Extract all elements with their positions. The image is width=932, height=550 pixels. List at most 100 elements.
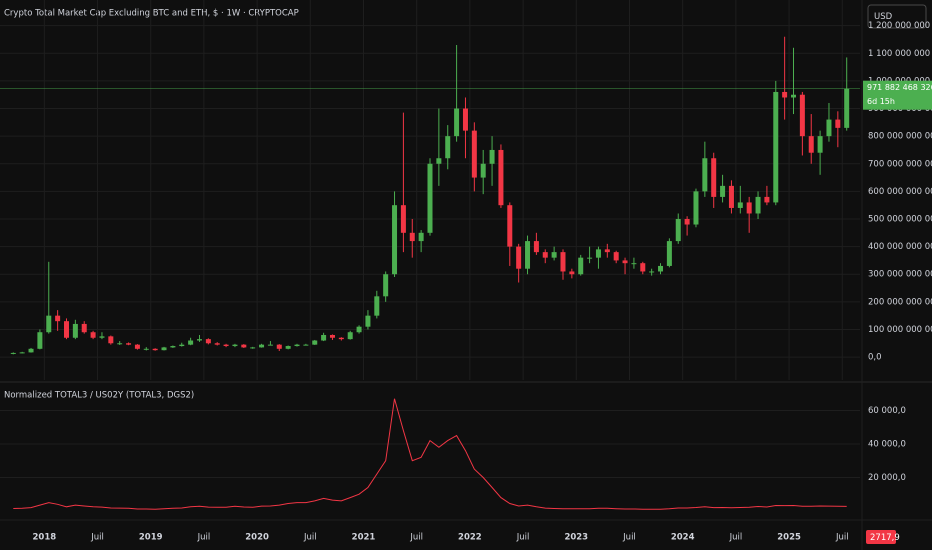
- candle-body: [445, 136, 451, 159]
- countdown-label: 6d 15h: [867, 97, 895, 106]
- candle-body: [702, 158, 708, 192]
- x-tick-label: 2018: [32, 533, 56, 543]
- candle-body: [471, 130, 477, 178]
- candle-body: [126, 343, 132, 345]
- candle-body: [480, 163, 486, 178]
- candle-body: [250, 347, 256, 349]
- candle-body: [63, 321, 69, 338]
- candle-body: [46, 315, 52, 333]
- candle-body: [347, 332, 353, 340]
- candle-body: [817, 136, 823, 153]
- candle-body: [462, 108, 468, 131]
- candle-body: [338, 337, 344, 340]
- candle-body: [454, 108, 460, 137]
- candle-body: [28, 348, 34, 353]
- y-tick-label: 1 200 000 000 000,0: [868, 21, 932, 31]
- x-tick-label: Juil: [516, 533, 530, 543]
- candle-body: [90, 332, 96, 338]
- candle-body: [223, 344, 229, 347]
- candle-body: [720, 185, 726, 197]
- candle-body: [81, 323, 87, 333]
- y-tick-label: 400 000 000 000,0: [868, 242, 932, 252]
- candle-body: [613, 252, 619, 261]
- indicator-line: [13, 398, 847, 510]
- y-tick-label: 60 000,0: [868, 406, 906, 416]
- candle-body: [392, 205, 398, 275]
- candle-body: [791, 94, 797, 98]
- candle-body: [693, 191, 699, 225]
- candle-body: [773, 91, 779, 203]
- y-tick-label: 500 000 000 000,0: [868, 214, 932, 224]
- candle-body: [622, 260, 628, 264]
- candle-body: [117, 343, 123, 345]
- candle-body: [99, 336, 105, 338]
- x-tick-label: Juil: [197, 533, 211, 543]
- indicator-title: Normalized TOTAL3 / US02Y (TOTAL3, DGS2): [4, 391, 194, 401]
- candle-body: [684, 218, 690, 225]
- candle-body: [267, 344, 273, 346]
- candle-body: [196, 339, 202, 341]
- candle-body: [10, 352, 16, 354]
- last-value-label: 2717,9: [870, 533, 900, 543]
- x-tick-label: 2022: [458, 533, 482, 543]
- candle-body: [383, 274, 389, 297]
- candle-body: [649, 271, 655, 273]
- candle-body: [675, 218, 681, 242]
- candle-body: [37, 332, 43, 349]
- y-tick-label: 600 000 000 000,0: [868, 187, 932, 197]
- candle-body: [232, 344, 238, 347]
- last-value-badge: [866, 530, 896, 544]
- y-tick-label: 700 000 000 000,0: [868, 159, 932, 169]
- candle-body: [640, 263, 646, 272]
- candle-body: [108, 336, 114, 344]
- candle-body: [321, 334, 327, 341]
- candle-body: [507, 205, 513, 247]
- candle-body: [587, 257, 593, 259]
- x-tick-label: Juil: [622, 533, 636, 543]
- candle-body: [728, 185, 734, 208]
- candle-body: [134, 344, 140, 349]
- candle-body: [666, 241, 672, 266]
- last-price-label: 971 882 468 326,0: [867, 83, 932, 92]
- candle-body: [400, 205, 406, 233]
- candle-body: [595, 249, 601, 258]
- x-tick-label: 2020: [245, 533, 269, 543]
- chart-title: Crypto Total Market Cap Excluding BTC an…: [4, 9, 299, 19]
- candle-body: [551, 252, 557, 258]
- candle-body: [409, 232, 415, 242]
- candle-body: [294, 344, 300, 347]
- candle-body: [498, 149, 504, 206]
- y-tick-label: 300 000 000 000,0: [868, 270, 932, 280]
- candle-body: [214, 343, 220, 345]
- candle-body: [285, 346, 291, 349]
- candle-body: [799, 94, 805, 137]
- candle-body: [365, 315, 371, 327]
- candle-body: [241, 344, 247, 348]
- candle-body: [755, 196, 761, 214]
- candle-body: [578, 257, 584, 275]
- y-tick-label: 200 000 000 000,0: [868, 297, 932, 307]
- candle-body: [658, 265, 664, 272]
- candle-body: [516, 246, 522, 269]
- candle-body: [737, 202, 743, 208]
- candle-body: [746, 202, 752, 214]
- x-tick-label: Juil: [835, 533, 849, 543]
- candle-body: [55, 315, 61, 322]
- x-tick-label: 2021: [352, 533, 376, 543]
- candle-body: [808, 136, 814, 153]
- candle-body: [844, 88, 850, 128]
- candle-body: [560, 252, 566, 272]
- candle-body: [303, 344, 309, 346]
- currency-label[interactable]: USD: [874, 12, 893, 22]
- candle-body: [525, 241, 531, 269]
- x-tick-label: 2025: [777, 533, 801, 543]
- x-tick-label: 2024: [671, 533, 695, 543]
- candle-body: [711, 158, 717, 197]
- candle-body: [356, 326, 362, 333]
- candle-body: [179, 344, 185, 347]
- currency-button[interactable]: [867, 4, 927, 29]
- x-tick-label: 2023: [564, 533, 588, 543]
- candle-body: [764, 196, 770, 203]
- candle-body: [542, 252, 548, 258]
